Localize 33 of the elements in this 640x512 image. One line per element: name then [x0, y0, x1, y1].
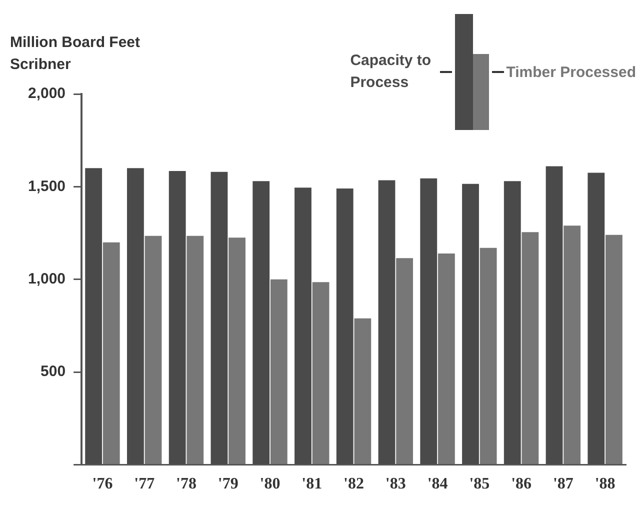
bar [270, 279, 288, 464]
bar [312, 282, 330, 464]
x-tick-label: '83 [385, 476, 406, 493]
x-tick-label: '76 [92, 476, 113, 493]
bar [438, 253, 455, 464]
text: Capacity to Process [350, 51, 432, 93]
bar [522, 232, 539, 464]
x-tick-label: '86 [511, 476, 532, 493]
x-tick-label: '85 [469, 476, 490, 493]
text: Timber Processed [506, 64, 636, 80]
x-tick-label: '88 [594, 476, 616, 493]
x-tick-label: '78 [176, 476, 196, 493]
bar [606, 234, 622, 464]
bar [144, 236, 162, 464]
y-tick-label: 1,000 [28, 270, 66, 288]
bar [186, 236, 204, 464]
bar [396, 258, 414, 464]
x-tick-label: '80 [260, 476, 280, 493]
bar [102, 242, 120, 464]
x-tick-label: '84 [427, 476, 448, 493]
bar [564, 226, 581, 464]
x-tick-label: '87 [552, 476, 574, 493]
x-tick-label: '77 [134, 476, 155, 493]
y-tick-label: 500 [40, 363, 66, 380]
x-tick-label: '82 [344, 476, 364, 493]
y-axis-title: Million Board Feet Scribner [10, 33, 142, 75]
y-tick-label: 2,000 [28, 85, 66, 102]
bar [480, 248, 497, 464]
bar [228, 238, 246, 464]
y-tick-label: 1,500 [28, 178, 66, 195]
x-tick-label: '79 [218, 476, 238, 493]
x-tick-label: '81 [302, 476, 322, 493]
bar [354, 318, 372, 464]
